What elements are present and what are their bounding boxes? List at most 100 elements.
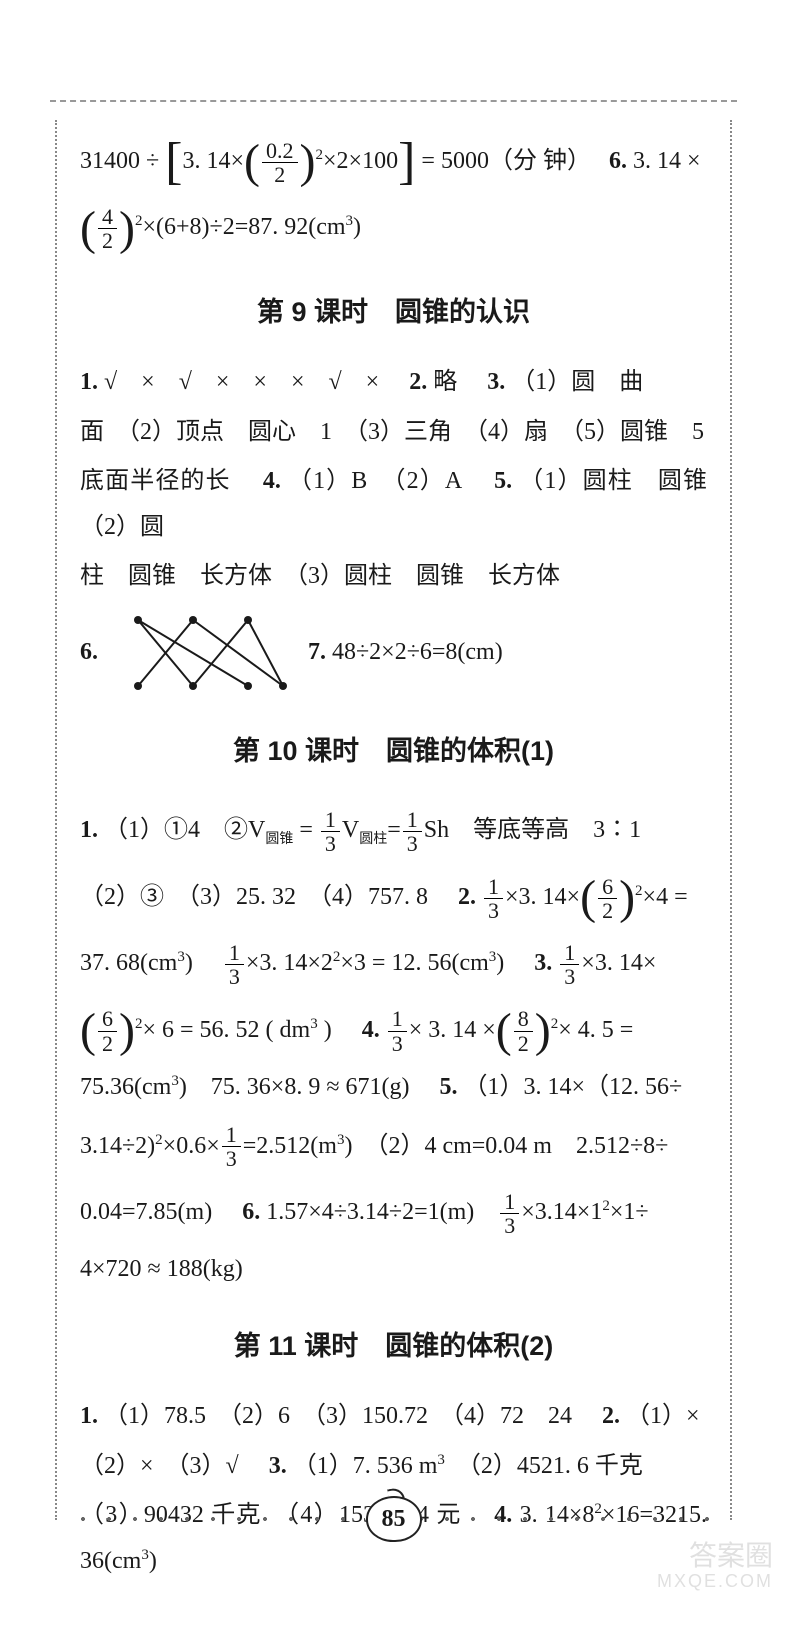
s11-q2-l2: （2）× （3）√ bbox=[80, 1453, 239, 1479]
s10-frac2: 13 bbox=[403, 808, 422, 855]
s10-tail: Sh 等底等高 3∶1 bbox=[424, 817, 641, 843]
s10-q3-frac: 13 bbox=[560, 941, 579, 988]
q6-tail: ×(6+8)÷2=87. 92(cm bbox=[142, 214, 345, 240]
s9-row6: 6. 7. 48÷2×2÷6=8(cm) bbox=[80, 608, 707, 698]
s11-q1-label: 1. bbox=[80, 1403, 98, 1429]
s10-q2b-mid: ×3. 14×2 bbox=[246, 950, 333, 976]
s10-eq1: = bbox=[293, 817, 319, 843]
s11-q4-close: ) bbox=[149, 1548, 157, 1574]
page: 31400 ÷ [3. 14×(0.22)2×2×100] = 5000（分 钟… bbox=[0, 0, 787, 1629]
watermark: 答案圈 MXQE.COM bbox=[657, 1541, 773, 1592]
q6-unit-exp: 3 bbox=[346, 213, 354, 229]
eq1-lhs: 31400 bbox=[80, 148, 140, 174]
s10-q1-2: （2）③ （3）25. 32 （4）757. 8 bbox=[80, 884, 428, 910]
s10-line5: 75.36(cm3) 75. 36×8. 9 ≈ 671(g) 5. （1）3.… bbox=[80, 1065, 707, 1111]
q6-lead: 3. 14 × bbox=[633, 148, 701, 174]
s11-q3-text: （1）7. 536 m bbox=[293, 1453, 438, 1479]
s10-frac1: 13 bbox=[321, 808, 340, 855]
s10-q4-l2-close: ) 75. 36×8. 9 ≈ 671(g) bbox=[179, 1074, 410, 1100]
s10-q6-lead: 1.57×4÷3.14÷2=1(m) bbox=[266, 1199, 474, 1225]
s9-line4: 柱 圆锥 长方体 （3）圆柱 圆锥 长方体 bbox=[80, 554, 707, 600]
s9-q2-label: 2. bbox=[409, 369, 427, 395]
s9-q1-marks: √ × √ × × × √ × bbox=[104, 369, 379, 395]
top-dashed-border bbox=[50, 100, 737, 102]
s10-q5-frac: 13 bbox=[222, 1123, 241, 1170]
s10-q5-l2-tail: =2.512(m bbox=[243, 1133, 337, 1159]
s10-q2-exp: 2 bbox=[635, 883, 643, 899]
s10-sub2: 圆柱 bbox=[359, 832, 387, 847]
s9-line1: 1. √ × √ × × × √ × 2. 略 3. （1）圆 曲 bbox=[80, 360, 707, 406]
s10-q5-l2-close: ) （2）4 cm=0.04 m 2.512÷8÷ bbox=[344, 1133, 668, 1159]
s10-q2b-tail: ×3 = 12. 56(cm bbox=[340, 950, 488, 976]
s10-q4-label: 4. bbox=[362, 1017, 380, 1043]
s9-q4-label: 4. bbox=[263, 468, 281, 494]
s10-q4-l2-lead: 75.36(cm bbox=[80, 1074, 171, 1100]
s10-q2-label: 2. bbox=[458, 884, 476, 910]
s10-line7: 0.04=7.85(m) 6. 1.57×4÷3.14÷2=1(m) 13×3.… bbox=[80, 1181, 707, 1243]
s10-q4-l2-exp: 3 bbox=[171, 1073, 179, 1089]
s9-q3-1: （1）圆 曲 bbox=[511, 369, 643, 395]
watermark-sub: MXQE.COM bbox=[657, 1572, 773, 1592]
s10-q2-l2-close: ) bbox=[185, 950, 193, 976]
s9-q4-text: （1）B （2）A bbox=[288, 468, 461, 494]
s10-q6-mid: ×3.14×1 bbox=[521, 1199, 602, 1225]
s11-line1: 1. （1）78.5 （2）6 （3）150.72 （4）72 24 2. （1… bbox=[80, 1394, 707, 1440]
s10-q3-mid: ×3. 14× bbox=[581, 950, 656, 976]
s10-q2-pfrac: 62 bbox=[598, 875, 617, 922]
s10-q5-l2-lead: 3.14÷2) bbox=[80, 1133, 155, 1159]
s10-q6-frac: 13 bbox=[500, 1190, 519, 1237]
q6-label: 6. bbox=[609, 148, 627, 174]
s10-q3-label: 3. bbox=[534, 950, 552, 976]
content: 31400 ÷ [3. 14×(0.22)2×2×100] = 5000（分 钟… bbox=[70, 60, 717, 1585]
page-number-badge: 85 bbox=[366, 1496, 422, 1542]
s10-q2-l2-lead: 37. 68(cm bbox=[80, 950, 177, 976]
s10-q2-mid: ×3. 14× bbox=[505, 884, 580, 910]
s10-sub1: 圆锥 bbox=[265, 832, 293, 847]
s9-q7-label: 7. bbox=[308, 639, 326, 665]
s9-q2-text: 略 bbox=[433, 369, 457, 395]
s10-q4-pfrac: 82 bbox=[514, 1007, 533, 1054]
s11-q3-text2: （2）4521. 6 千克 bbox=[445, 1453, 643, 1479]
s9-line2: 面 （2）顶点 圆心 1 （3）三角 （4）扇 （5）圆锥 5 bbox=[80, 410, 707, 456]
s10-q3-tail: × 6 = 56. 52 ( dm bbox=[142, 1017, 310, 1043]
s9-q3-label: 3. bbox=[487, 369, 505, 395]
s10-q5-1: （1）3. 14×（12. 56÷ bbox=[464, 1074, 683, 1100]
s11-q3-exp: 3 bbox=[437, 1452, 445, 1468]
q6-close: ) bbox=[353, 214, 361, 240]
s10-q6-1exp: 2 bbox=[602, 1198, 610, 1214]
s10-q5-l2-mid: ×0.6× bbox=[163, 1133, 220, 1159]
watermark-main: 答案圈 bbox=[657, 1541, 773, 1572]
page-number-wrap: 85 bbox=[0, 1496, 787, 1542]
s10-eq2: = bbox=[387, 817, 401, 843]
eq1-result: = 5000（分 钟） bbox=[421, 148, 579, 174]
intro-equation-1: 31400 ÷ [3. 14×(0.22)2×2×100] = 5000（分 钟… bbox=[80, 130, 707, 192]
s10-q4-mid: × 3. 14 × bbox=[409, 1017, 496, 1043]
s11-line2: （2）× （3）√ 3. （1）7. 536 m3 （2）4521. 6 千克 bbox=[80, 1444, 707, 1490]
s9-q5-label: 5. bbox=[494, 468, 512, 494]
s9-q7-text: 48÷2×2÷6=8(cm) bbox=[332, 639, 503, 665]
s10-q4-tail: × 4. 5 = bbox=[558, 1017, 633, 1043]
s10-line4: (62)2× 6 = 56. 52 ( dm3 ) 4. 13× 3. 14 ×… bbox=[80, 999, 707, 1061]
eq1-after: ×2×100 bbox=[323, 148, 398, 174]
s11-q4-ue: 3 bbox=[141, 1547, 149, 1563]
s10-q2b-frac: 13 bbox=[225, 941, 244, 988]
s10-q2-tail: ×4 = bbox=[643, 884, 688, 910]
eq1-lead: 3. 14× bbox=[183, 148, 245, 174]
s11-q3-label: 3. bbox=[269, 1453, 287, 1479]
s10-line2: （2）③ （3）25. 32 （4）757. 8 2. 13×3. 14×(62… bbox=[80, 866, 707, 928]
s9-q1-label: 1. bbox=[80, 369, 98, 395]
s10-q5-label: 5. bbox=[440, 1074, 458, 1100]
s11-q2-text: （1）× bbox=[626, 1403, 700, 1429]
left-dotted-border bbox=[55, 120, 57, 1520]
q6-frac: 42 bbox=[98, 205, 117, 252]
s10-line1: 1. （1）①4 ②V圆锥 = 13V圆柱=13Sh 等底等高 3∶1 bbox=[80, 799, 707, 861]
s10-line8: 4×720 ≈ 188(kg) bbox=[80, 1247, 707, 1293]
s9-q3-line3: 底面半径的长 bbox=[80, 468, 231, 494]
s10-q3-pfrac: 62 bbox=[98, 1007, 117, 1054]
intro-equation-2: (42)2×(6+8)÷2=87. 92(cm3) bbox=[80, 196, 707, 258]
eq1-frac: 0.22 bbox=[262, 139, 298, 186]
s10-q2-frac: 13 bbox=[484, 875, 503, 922]
s10-q4-frac: 13 bbox=[388, 1007, 407, 1054]
s10-line3: 37. 68(cm3) 13×3. 14×22×3 = 12. 56(cm3) … bbox=[80, 932, 707, 994]
right-dotted-border bbox=[730, 120, 732, 1520]
